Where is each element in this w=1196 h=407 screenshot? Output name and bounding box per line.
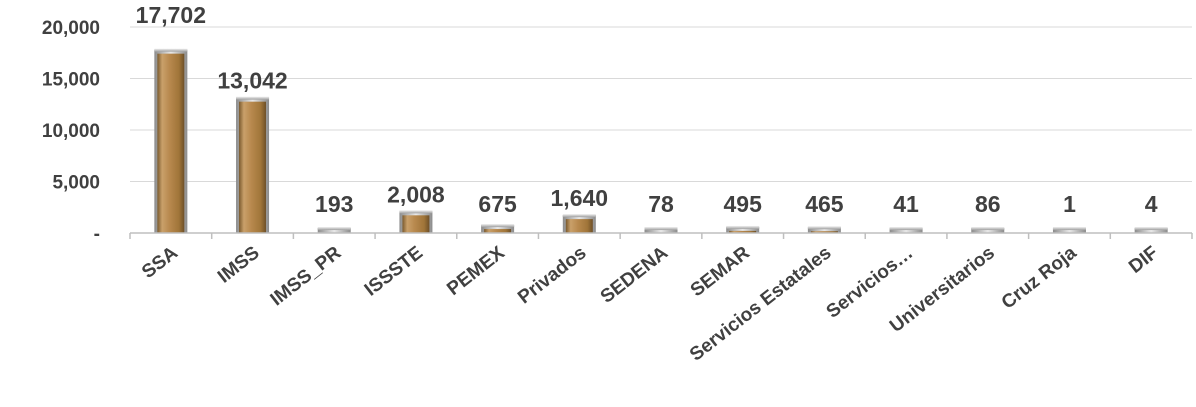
axes — [129, 232, 1193, 239]
bar-body — [565, 219, 593, 233]
y-tick-label: 5,000 — [52, 173, 100, 194]
data-label: 41 — [893, 191, 919, 217]
gridlines — [130, 26, 1192, 182]
data-label: 13,042 — [217, 68, 287, 94]
data-label: 495 — [724, 191, 763, 217]
bar — [399, 210, 433, 233]
category-label: PEMEX — [443, 242, 509, 300]
bar — [644, 227, 678, 233]
bar — [726, 225, 760, 233]
bar-cap — [562, 214, 596, 218]
bar — [807, 226, 841, 233]
bar-cap — [1134, 227, 1168, 230]
category-label: SEMAR — [687, 242, 754, 301]
bar-body — [810, 231, 838, 233]
bar-cap — [154, 48, 188, 52]
data-label: 4 — [1145, 191, 1158, 217]
bar-frame — [889, 228, 923, 233]
y-tick-label: 10,000 — [42, 121, 100, 142]
bar — [154, 48, 188, 233]
bar-frame — [1052, 228, 1086, 233]
bar — [971, 227, 1005, 233]
data-label: 1 — [1063, 191, 1076, 217]
bar — [562, 214, 596, 233]
bar-cap — [236, 96, 270, 100]
bar-frame — [644, 228, 678, 233]
y-tick-label: - — [94, 224, 100, 245]
bar-body — [157, 53, 185, 233]
bar-body — [402, 215, 430, 233]
bar — [1052, 227, 1086, 233]
category-label: DIF — [1125, 242, 1162, 277]
data-label: 675 — [478, 191, 517, 217]
bar-cap — [889, 227, 923, 230]
bar-frame — [726, 226, 760, 233]
y-tick-label: 15,000 — [42, 70, 100, 91]
data-label: 2,008 — [387, 181, 445, 207]
bar — [889, 227, 923, 233]
bar-cap — [399, 210, 433, 214]
bar — [317, 227, 351, 233]
bar-body — [239, 101, 267, 234]
bar-cap — [317, 227, 351, 230]
bars — [154, 48, 1168, 234]
category-label: Privados — [514, 242, 590, 308]
labels: - 5,000 10,000 15,000 20,000 17,702 SSA 13,042 I… — [42, 2, 1162, 366]
category-label: Cruz Roja — [998, 242, 1081, 313]
data-label: 1,640 — [551, 185, 609, 211]
bar-frame — [317, 228, 351, 233]
bar-cap — [726, 225, 760, 229]
bar-cap — [481, 224, 515, 228]
bar — [236, 96, 270, 234]
data-label: 465 — [805, 191, 844, 217]
bar-body — [729, 230, 757, 233]
category-label: ISSSTE — [361, 242, 427, 300]
bar-cap — [971, 227, 1005, 230]
data-label: 17,702 — [136, 2, 206, 28]
data-label: 78 — [648, 191, 674, 217]
bar — [481, 224, 515, 233]
category-label: IMSS_PR — [267, 242, 346, 310]
bar-frame — [807, 227, 841, 233]
data-label: 193 — [315, 191, 353, 217]
category-label: IMSS — [214, 242, 264, 287]
data-label: 86 — [975, 191, 1001, 217]
bar — [1134, 227, 1168, 233]
bar-frame — [481, 225, 515, 233]
bar-frame — [971, 228, 1005, 233]
bar-cap — [644, 227, 678, 230]
category-label: Servicios Estatales — [686, 242, 835, 365]
bar-cap — [807, 226, 841, 230]
bar-cap — [1052, 227, 1086, 230]
bar-body — [484, 229, 512, 233]
bar-frame — [1134, 228, 1168, 233]
category-label: SEDENA — [597, 242, 673, 307]
category-label: SSA — [138, 242, 182, 283]
y-tick-label: 20,000 — [42, 18, 100, 39]
